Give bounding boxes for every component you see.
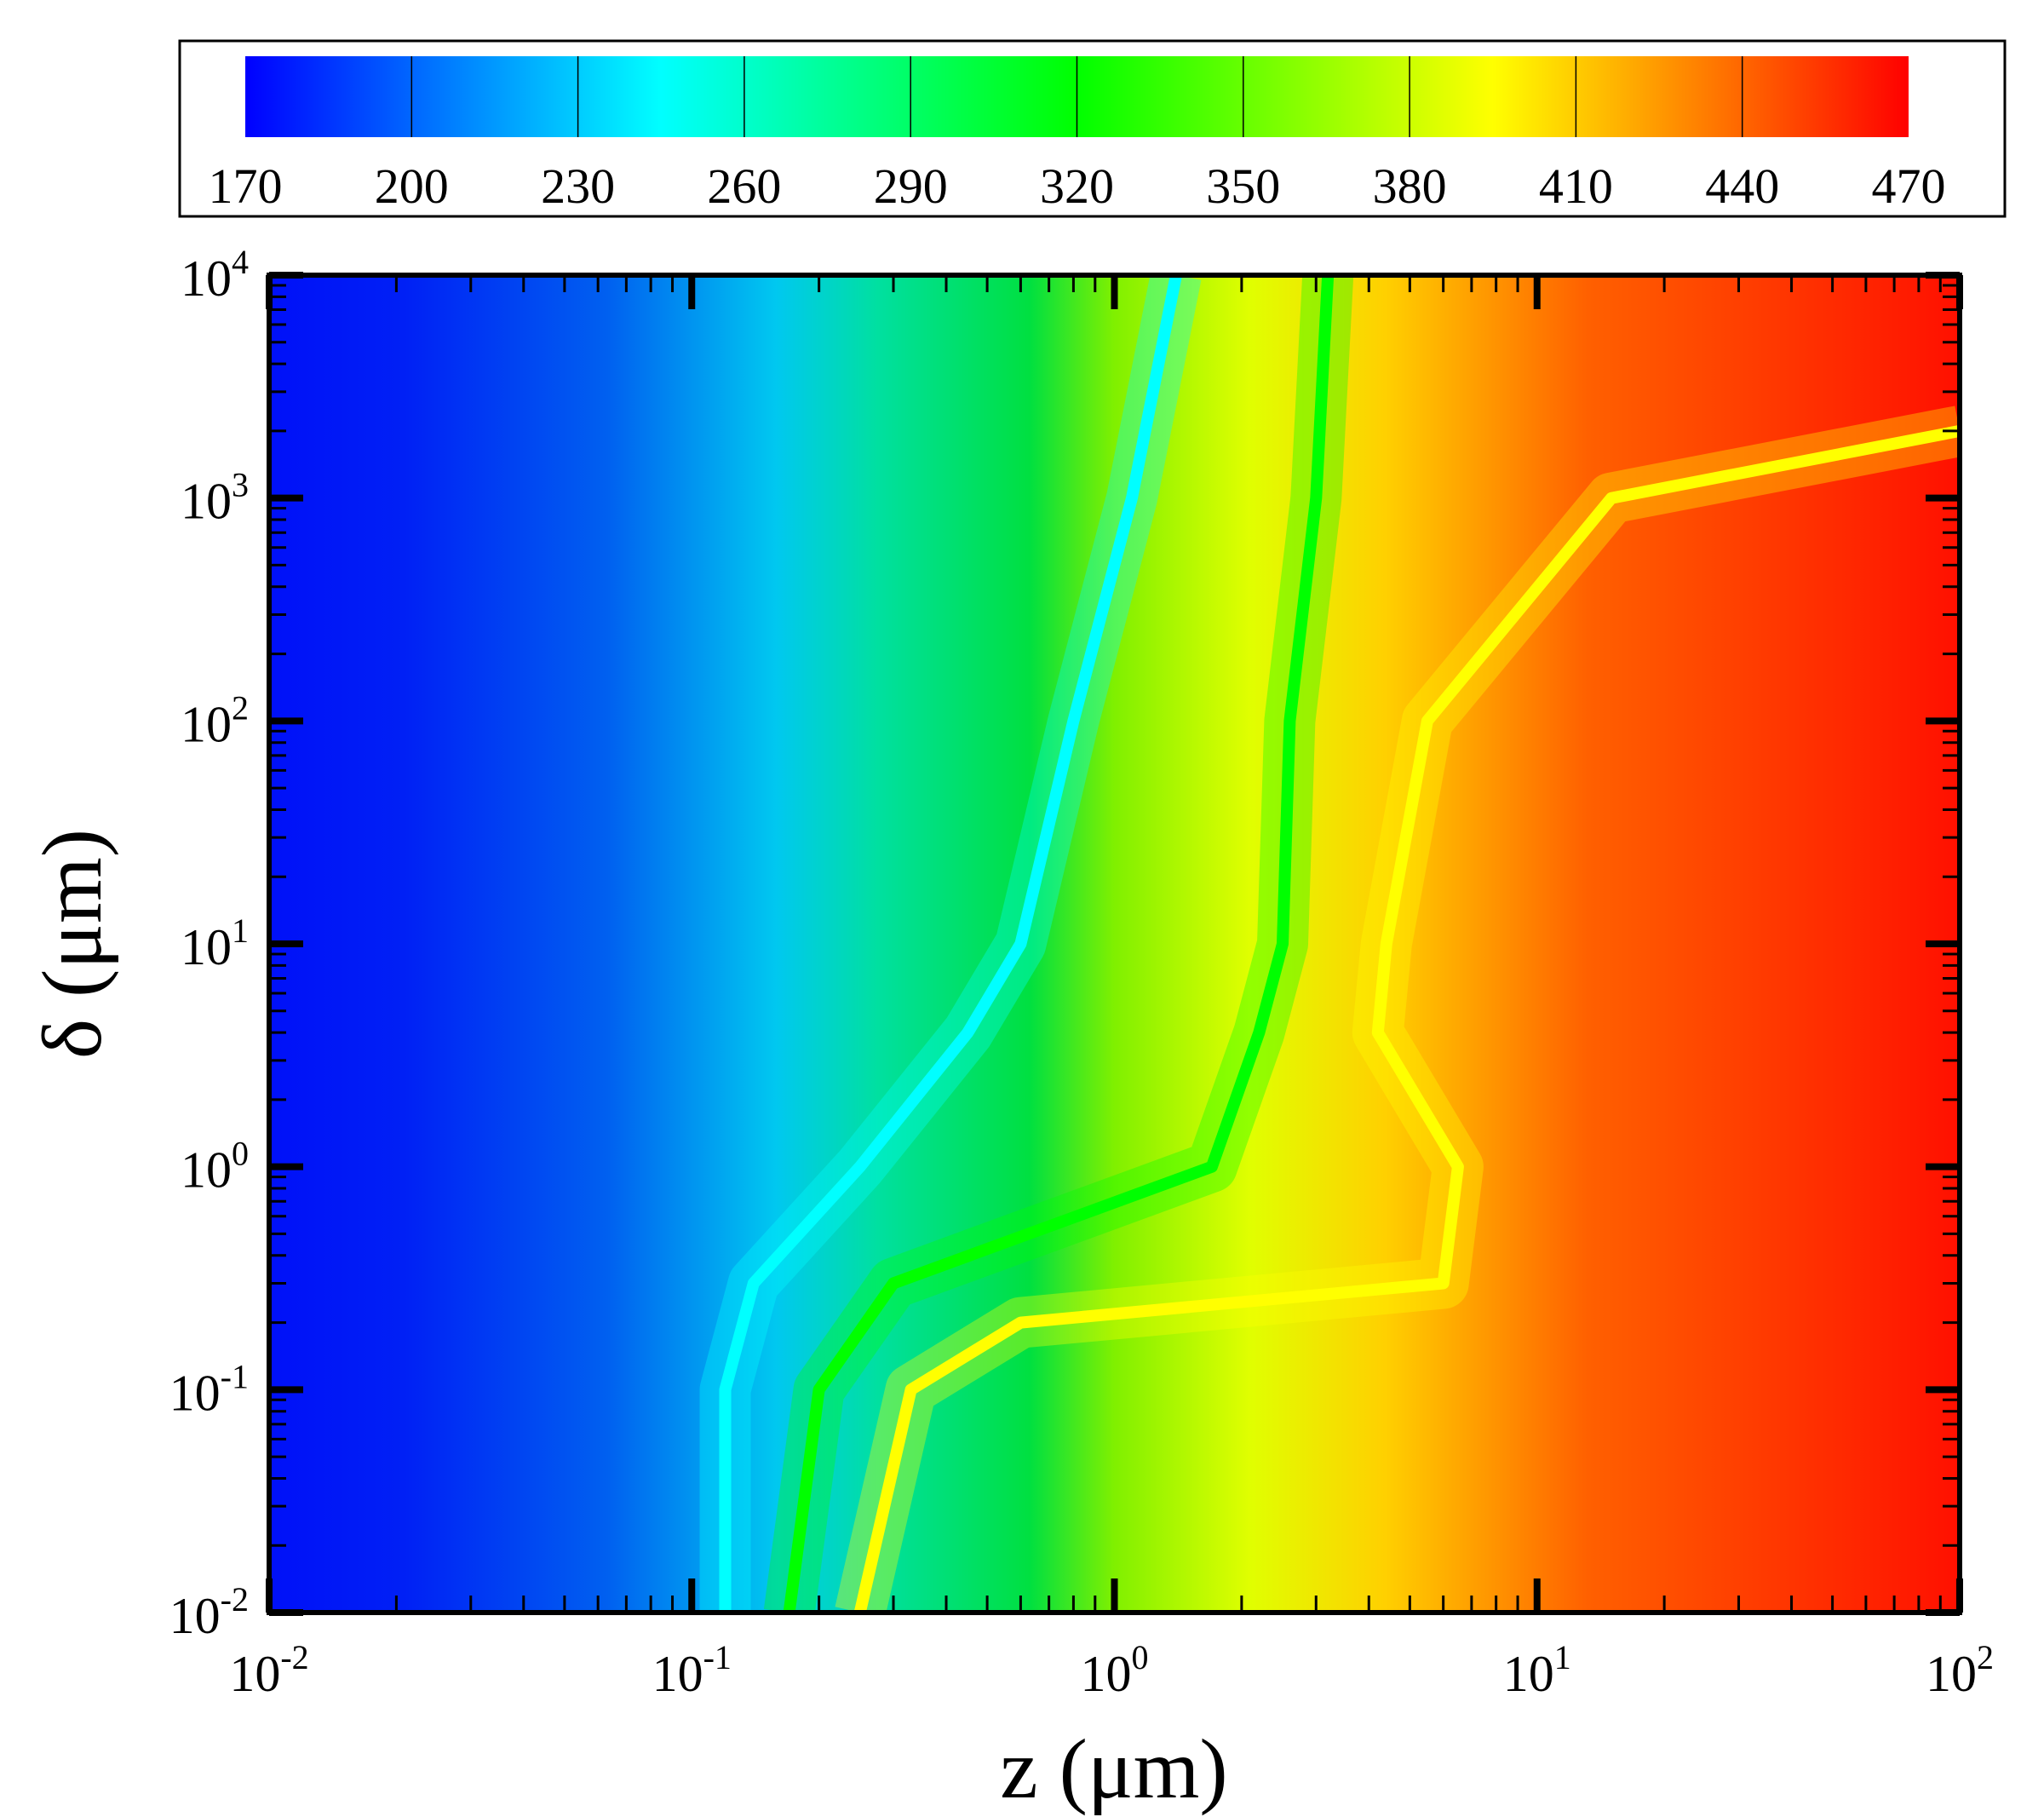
x-tick-label: 10-1 <box>652 1638 732 1702</box>
colorbar-label: 380 <box>1373 158 1447 214</box>
colorbar-label: 350 <box>1206 158 1280 214</box>
colorbar-label: 290 <box>874 158 948 214</box>
contour-line <box>719 275 1182 1613</box>
y-tick-label: 10-2 <box>169 1580 249 1644</box>
colorbar-labels: 170 200 230 260 290 320 350 380 410 440 470 <box>209 158 1946 214</box>
colorbar-dividers <box>411 56 1743 137</box>
y-tick-label: 102 <box>181 688 249 752</box>
colorbar-label: 170 <box>209 158 283 214</box>
colorbar-frame <box>178 39 2007 218</box>
y-tick-label: 10-1 <box>169 1357 249 1421</box>
colorbar-label: 200 <box>375 158 449 214</box>
contour-line <box>783 275 1335 1613</box>
x-tick-label: 102 <box>1926 1638 1994 1702</box>
y-tick-label: 104 <box>181 243 249 307</box>
heatmap-base <box>269 275 1960 1613</box>
x-tick-label: 101 <box>1503 1638 1571 1702</box>
x-tick-label: 100 <box>1081 1638 1149 1702</box>
colorbar-label: 470 <box>1872 158 1946 214</box>
colorbar-label: 260 <box>707 158 781 214</box>
plot-frame <box>267 273 1962 1615</box>
y-tick-label: 101 <box>181 911 249 975</box>
plot-area: 10-2 10-1 100 101 102 10-210-110010110210310… <box>169 243 1994 1702</box>
x-tick-labels: 10-2 10-1 100 101 102 <box>229 1638 1994 1702</box>
y-axis-title: δ (μm) <box>25 829 119 1059</box>
colorbar-label: 440 <box>1705 158 1779 214</box>
y-tick-label: 103 <box>181 466 249 530</box>
colorbar: 170 200 230 260 290 320 350 380 410 440 470 <box>178 39 2007 218</box>
x-axis-title: z (μm) <box>1000 1722 1227 1816</box>
colorbar-label: 410 <box>1539 158 1613 214</box>
contour-line <box>853 425 1960 1613</box>
colorbar-label: 320 <box>1040 158 1114 214</box>
colorbar-label: 230 <box>541 158 615 214</box>
y-tick-label: 100 <box>181 1135 249 1199</box>
x-tick-label: 10-2 <box>229 1638 308 1702</box>
y-tick-labels: 10-2 10-1 100 101 102 103 104 <box>169 243 249 1644</box>
contour-lines <box>699 275 1960 1613</box>
